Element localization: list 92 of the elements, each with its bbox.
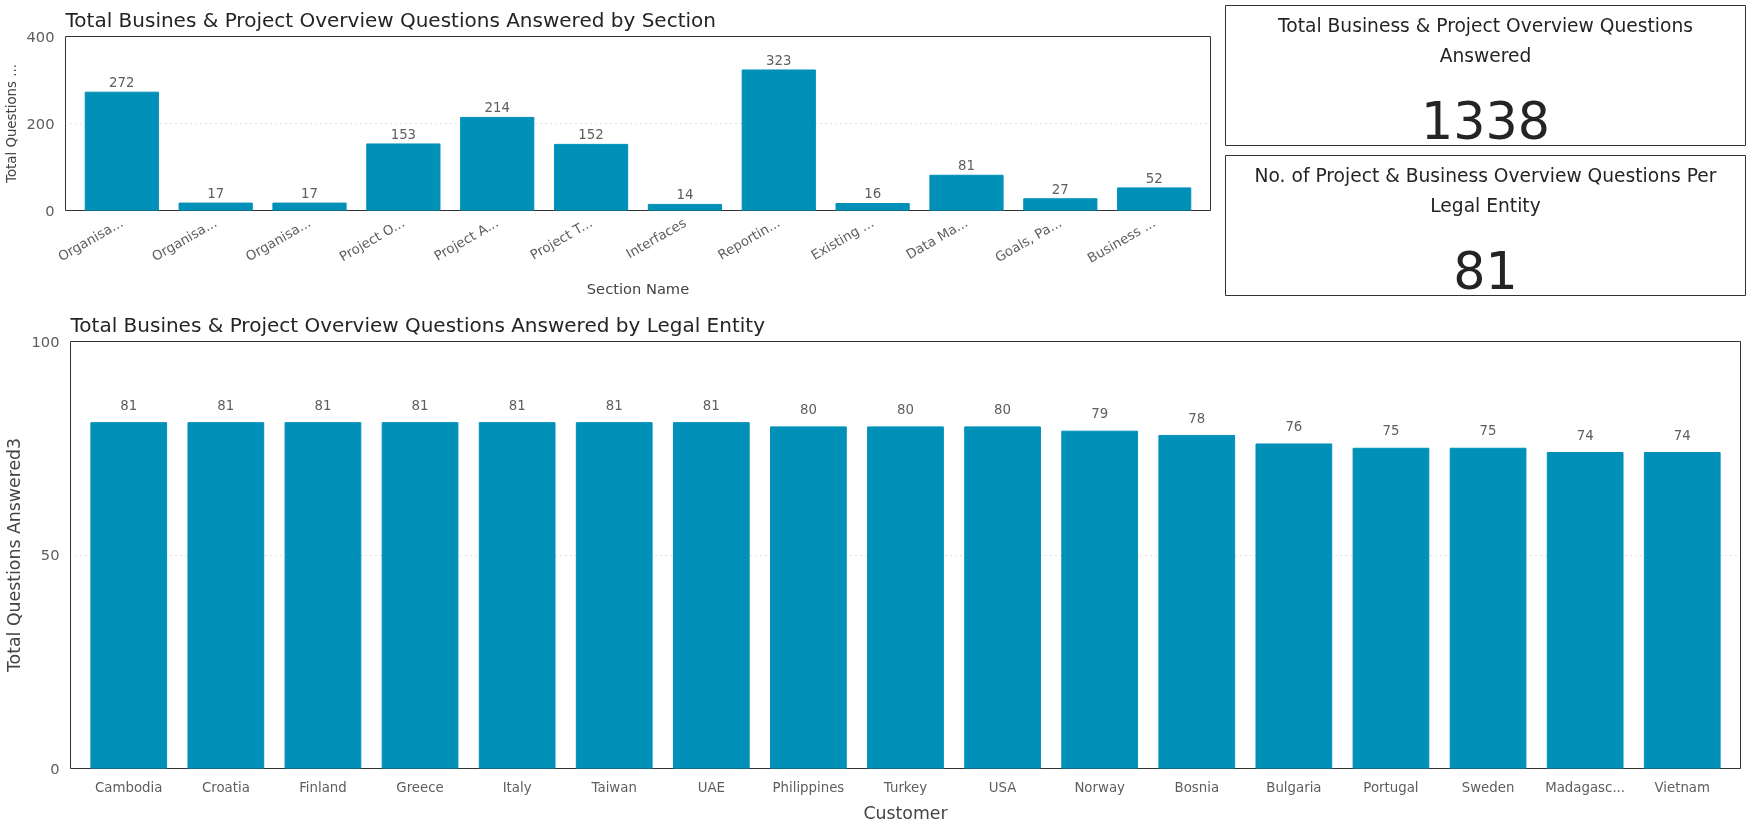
y-tick-label: 200: [26, 114, 55, 132]
data-label: 74: [1673, 427, 1691, 443]
bar: [741, 69, 816, 211]
x-tick-label: Norway: [1074, 779, 1126, 795]
data-label: 75: [1479, 423, 1497, 439]
data-label: 79: [1091, 406, 1109, 422]
bar: [381, 422, 459, 769]
bar: [575, 422, 653, 769]
x-tick-label: Philippines: [772, 779, 845, 795]
bar: [1117, 187, 1192, 211]
x-tick-label: USA: [988, 779, 1017, 795]
x-tick-label: Bosnia: [1174, 779, 1220, 795]
bar: [187, 422, 265, 769]
bar: [1023, 198, 1098, 211]
bar: [84, 91, 159, 211]
bar: [1255, 443, 1333, 769]
x-tick-label: Vietnam: [1654, 779, 1711, 795]
bar: [835, 203, 910, 211]
x-tick-label: Sweden: [1461, 779, 1515, 795]
bar: [366, 143, 441, 211]
x-tick-label: Finland: [299, 779, 347, 795]
data-label: 81: [605, 397, 623, 413]
y-axis-title: Total Questions Answered3: [3, 437, 24, 674]
data-label: 81: [702, 397, 720, 413]
text: 81: [1453, 241, 1518, 301]
data-label: 214: [484, 100, 510, 116]
bar: [672, 422, 750, 769]
x-tick-label: Madagasc...: [1545, 779, 1626, 795]
text: Total Business & Project Overview Questions Answered: [1277, 15, 1693, 66]
data-label: 80: [897, 402, 914, 418]
bar: [770, 426, 847, 769]
data-label: 80: [799, 402, 817, 418]
bar: [90, 422, 168, 769]
data-label: 81: [508, 397, 526, 413]
text: No. of Project & Business Overview Questions Per Legal Entity: [1254, 165, 1717, 216]
bar: [284, 422, 362, 769]
x-tick-label: Cambodia: [95, 779, 163, 795]
x-tick-label: Italy: [502, 779, 532, 795]
data-label: 75: [1382, 423, 1400, 439]
x-tick-label: Data Ma...: [903, 215, 971, 263]
chart-title: Total Busines & Project Overview Questions Answered by Section: [64, 7, 716, 32]
bar: [1449, 447, 1527, 769]
data-label: 17: [207, 185, 225, 201]
y-tick-label: 50: [40, 546, 60, 563]
data-label: 14: [676, 187, 694, 203]
data-label: 152: [578, 127, 604, 143]
y-tick-label: 0: [50, 759, 60, 777]
bar: [1546, 452, 1624, 769]
text: 1338: [1421, 91, 1550, 151]
data-label: 153: [390, 126, 417, 142]
bar: [1643, 452, 1721, 769]
bar: [1061, 430, 1139, 769]
data-label: 81: [958, 158, 975, 174]
bar: [553, 143, 629, 211]
data-label: 17: [301, 185, 319, 201]
data-label: 27: [1051, 181, 1069, 197]
data-label: 76: [1285, 419, 1303, 435]
x-axis-title: Customer: [863, 802, 949, 823]
data-label: 80: [994, 402, 1012, 418]
y-axis-title: Total Questions ...: [3, 64, 19, 184]
x-axis-title: Section Name: [586, 280, 690, 298]
bar: [647, 203, 723, 211]
data-label: 52: [1145, 170, 1163, 186]
bar: [1158, 434, 1236, 769]
data-label: 81: [411, 397, 429, 413]
x-tick-label: Turkey: [882, 779, 928, 795]
y-tick-label: 400: [26, 27, 55, 45]
bar: [1352, 447, 1430, 769]
x-tick-label: Croatia: [201, 779, 250, 795]
y-tick-label: 100: [31, 332, 60, 350]
bar: [478, 422, 556, 769]
data-label: 74: [1576, 427, 1594, 443]
x-tick-label: UAE: [697, 779, 725, 795]
data-label: 81: [120, 397, 138, 413]
data-label: 81: [217, 397, 235, 413]
x-tick-label: Greece: [396, 779, 444, 795]
data-label: 323: [766, 52, 792, 68]
x-tick-label: Bulgaria: [1266, 779, 1322, 795]
bar: [929, 174, 1004, 211]
y-tick-label: 0: [45, 201, 55, 219]
bar: [272, 202, 347, 211]
chart-title: Total Busines & Project Overview Questions Answered by Legal Entity: [69, 312, 766, 337]
x-tick-label: Portugal: [1363, 779, 1419, 795]
bar: [460, 116, 535, 211]
bar: [178, 202, 253, 211]
data-label: 272: [109, 74, 135, 90]
data-label: 78: [1188, 410, 1206, 426]
data-label: 81: [314, 397, 332, 413]
x-tick-label: Taiwan: [590, 779, 637, 795]
bar: [867, 426, 944, 769]
bar: [964, 426, 1041, 769]
data-label: 16: [864, 186, 882, 202]
